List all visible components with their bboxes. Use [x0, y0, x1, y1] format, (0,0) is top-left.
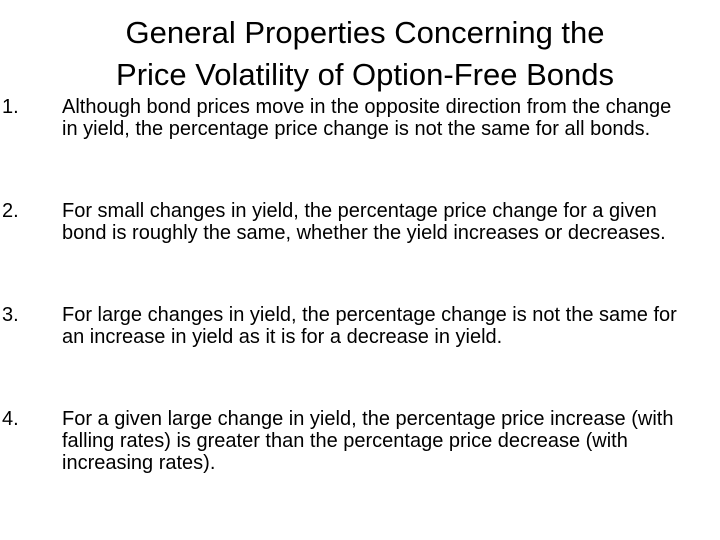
item-text: For large changes in yield, the percenta… [62, 304, 677, 348]
list-item: 4. For a given large change in yield, the… [0, 408, 720, 512]
slide-title: General Properties Concerning the Price V… [0, 12, 720, 96]
title-line: General Properties Concerning the [125, 15, 605, 50]
list-item: 2. For small changes in yield, the percen… [0, 200, 720, 304]
title-line: Price Volatility of Option-Free Bonds [116, 57, 614, 92]
item-text: For small changes in yield, the percenta… [62, 200, 666, 244]
item-number: 4. [2, 408, 19, 430]
item-text: Although bond prices move in the opposit… [62, 96, 672, 140]
item-text: For a given large change in yield, the p… [62, 408, 674, 474]
item-number: 1. [2, 96, 19, 118]
numbered-list: 1. Although bond prices move in the oppos… [0, 96, 720, 512]
list-item: 3. For large changes in yield, the percen… [0, 304, 720, 408]
list-item: 1. Although bond prices move in the oppos… [0, 96, 720, 200]
item-number: 3. [2, 304, 19, 326]
item-number: 2. [2, 200, 19, 222]
